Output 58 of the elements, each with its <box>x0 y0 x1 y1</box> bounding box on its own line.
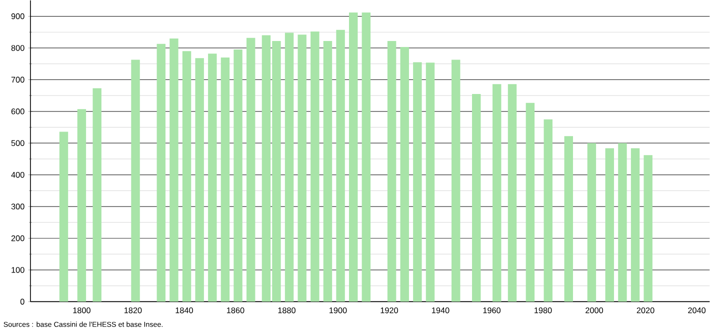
bar <box>298 34 306 302</box>
bar <box>246 38 256 302</box>
x-tick-label: 1920 <box>380 307 398 314</box>
bar <box>77 109 86 302</box>
y-tick-label: 800 <box>11 44 24 51</box>
bar <box>413 62 422 302</box>
x-tick-label: 1940 <box>432 307 450 314</box>
bar <box>208 54 217 302</box>
bar <box>452 60 460 302</box>
bar <box>234 49 242 302</box>
x-tick-label: 1900 <box>330 307 347 314</box>
bar <box>605 148 614 302</box>
bar <box>472 94 481 302</box>
x-tick-label: 1800 <box>73 307 90 314</box>
bar <box>284 32 294 302</box>
bar <box>508 84 517 302</box>
bar <box>156 44 166 302</box>
x-tick-label: 1880 <box>278 307 296 314</box>
bar <box>336 30 345 302</box>
bar <box>426 62 435 302</box>
bar <box>170 38 178 302</box>
bar <box>131 60 140 302</box>
bar <box>349 12 358 302</box>
y-tick-label: 700 <box>11 76 24 82</box>
y-tick-label: 100 <box>12 266 24 273</box>
x-tick-label: 1820 <box>124 307 142 314</box>
bar <box>362 12 371 302</box>
x-tick-label: 1960 <box>483 307 501 314</box>
bar <box>92 88 102 302</box>
bar <box>387 40 396 302</box>
y-tick-label: 0 <box>20 298 24 304</box>
bar <box>630 148 640 302</box>
bar <box>618 142 627 302</box>
bar <box>182 51 192 302</box>
x-tick-label: 2020 <box>636 307 654 314</box>
y-tick-label: 200 <box>11 235 24 242</box>
bar <box>220 57 230 302</box>
bar <box>310 31 320 302</box>
bar <box>400 46 409 302</box>
bar <box>59 132 68 302</box>
x-tick-label: 1840 <box>176 307 193 314</box>
x-tick-label: 1860 <box>227 307 244 314</box>
bar <box>544 119 552 302</box>
y-tick-label: 600 <box>11 108 24 114</box>
y-tick-label: 300 <box>11 204 24 210</box>
x-tick-label: 2040 <box>688 307 706 314</box>
bar <box>195 58 204 302</box>
y-tick-label: 400 <box>11 172 24 178</box>
bar <box>323 40 332 302</box>
bar <box>564 136 573 302</box>
y-tick-label: 500 <box>11 140 24 146</box>
x-tick-label: 2000 <box>586 307 604 314</box>
bar <box>644 155 652 302</box>
bar <box>492 84 502 302</box>
x-tick-label: 1980 <box>534 307 552 314</box>
bar <box>587 142 596 302</box>
y-tick-label: 900 <box>11 13 24 20</box>
bar <box>526 102 535 302</box>
